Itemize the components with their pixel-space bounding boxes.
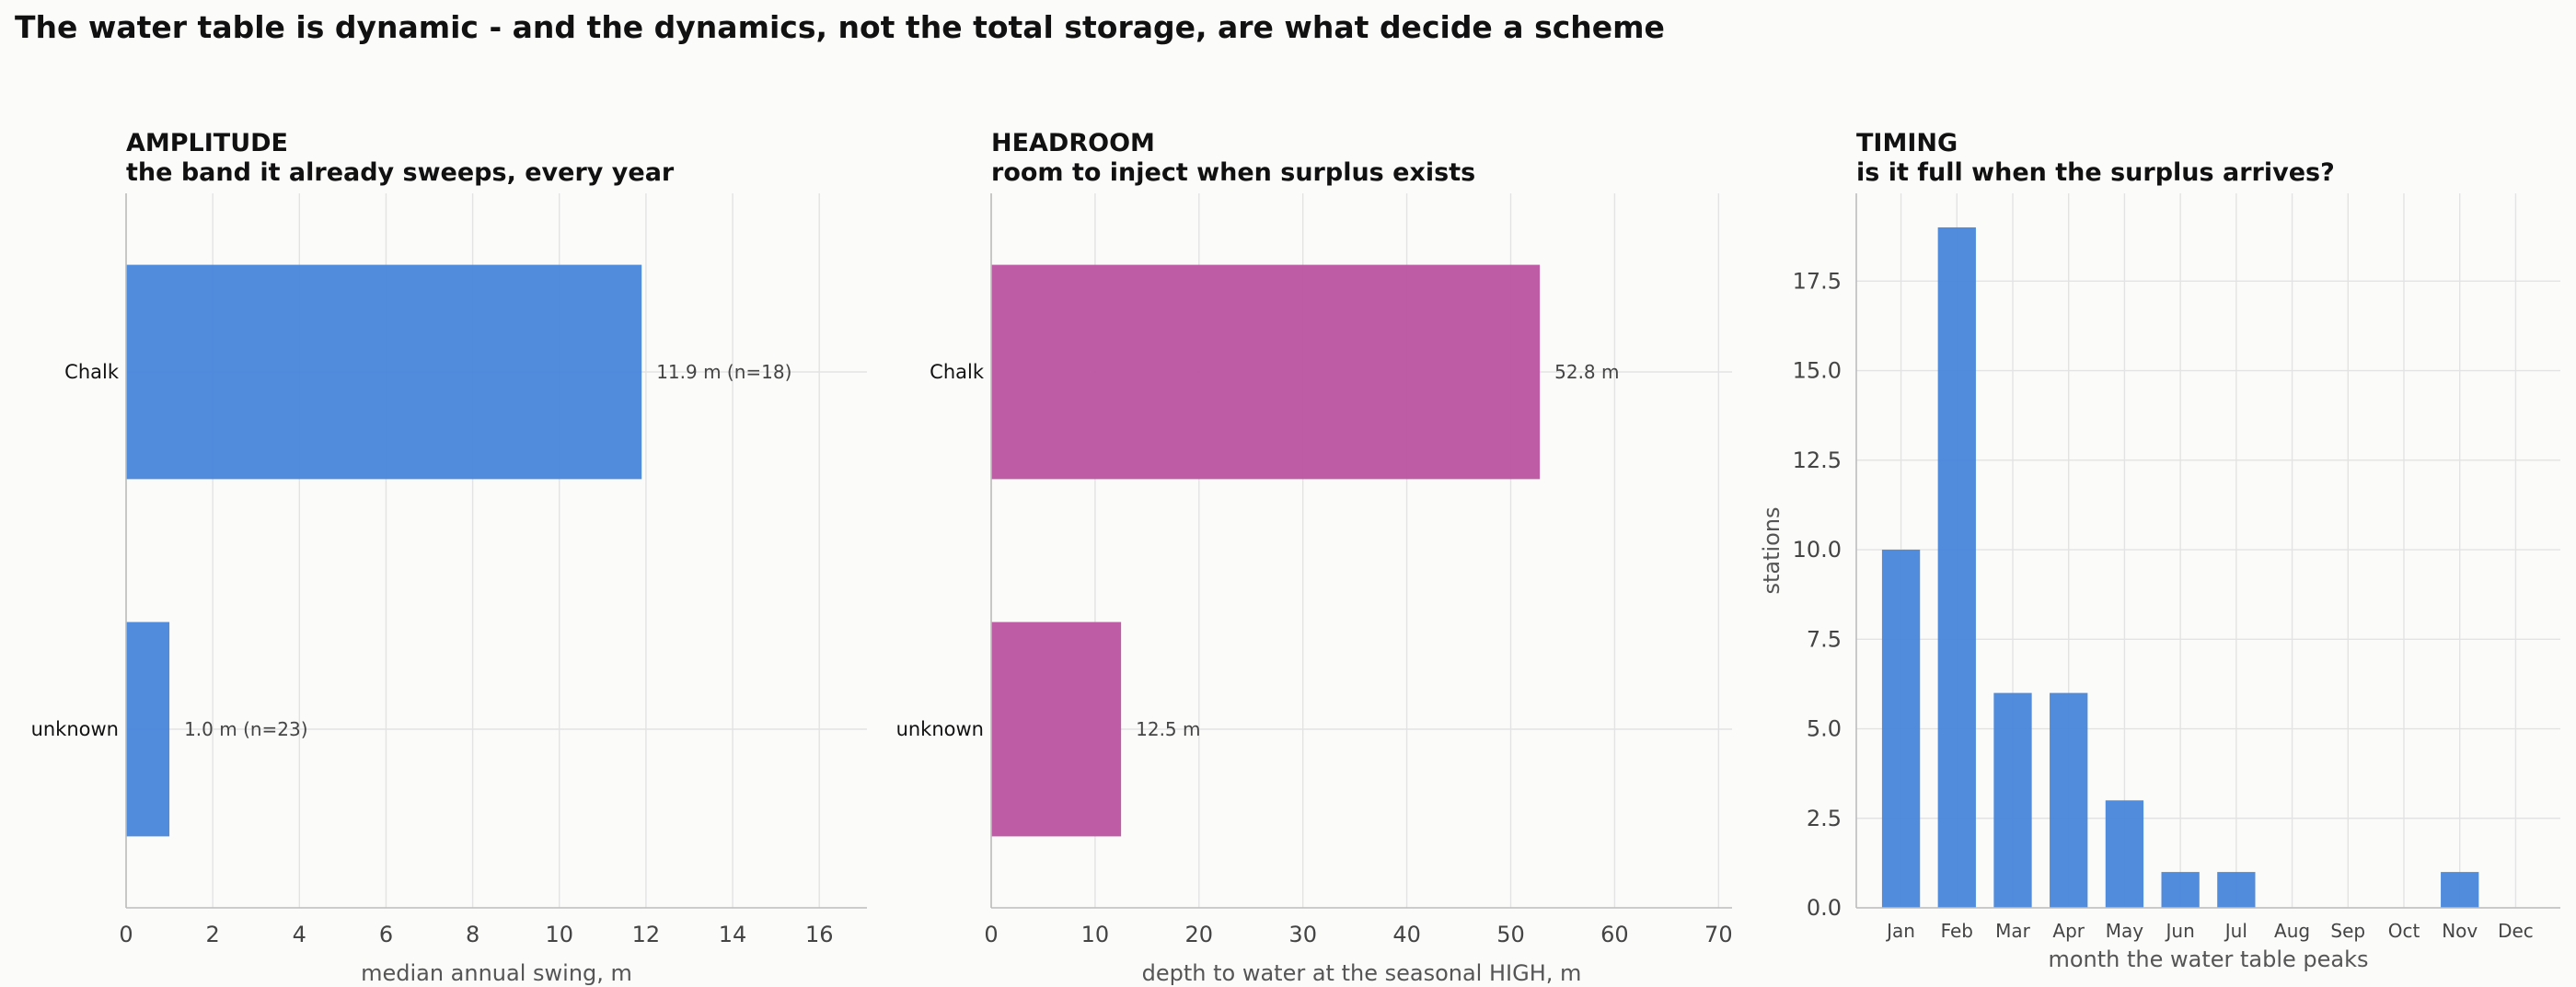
x-tick-label: 2: [206, 922, 220, 947]
x-tick-label: 60: [1600, 922, 1629, 947]
panel-subtitle: is it full when the surplus arrives?: [1856, 158, 2335, 187]
panel-subtitle: room to inject when surplus exists: [991, 158, 1475, 187]
panel-title: HEADROOM: [991, 129, 1155, 157]
data-label: 52.8 m: [1554, 361, 1619, 383]
x-tick-label: 4: [293, 922, 306, 947]
y-tick-label: 17.5: [1793, 268, 1842, 294]
data-label: 12.5 m: [1136, 718, 1200, 740]
category-label: unknown: [31, 718, 119, 740]
x-tick-label: 14: [719, 922, 747, 947]
month-label: Dec: [2498, 920, 2534, 942]
month-label: Sep: [2330, 920, 2365, 942]
y-tick-label: 12.5: [1793, 447, 1842, 473]
x-axis-label: month the water table peaks: [2048, 946, 2368, 972]
bar-unknown: [991, 621, 1122, 837]
bar-apr: [2050, 692, 2088, 908]
bar-chalk: [126, 264, 642, 480]
month-label: Jul: [2224, 920, 2247, 942]
data-label: 1.0 m (n=23): [184, 718, 308, 740]
category-label: Chalk: [930, 361, 985, 383]
bar-unknown: [126, 621, 170, 837]
bar-jan: [1881, 550, 1921, 908]
panel-title: TIMING: [1856, 129, 1958, 157]
x-tick-label: 16: [805, 922, 834, 947]
x-tick-label: 20: [1185, 922, 1214, 947]
figure-title: The water table is dynamic - and the dyn…: [15, 9, 1665, 45]
y-tick-label: 0.0: [1807, 895, 1842, 921]
y-tick-label: 5.0: [1807, 716, 1842, 742]
y-tick-label: 7.5: [1807, 626, 1842, 652]
bar-feb: [1937, 226, 1976, 908]
x-axis-label: depth to water at the seasonal HIGH, m: [1142, 960, 1582, 986]
x-tick-label: 10: [545, 922, 573, 947]
month-label: Jan: [1885, 920, 1915, 942]
panel-title: AMPLITUDE: [126, 129, 288, 157]
bar-nov: [2441, 872, 2479, 908]
x-tick-label: 30: [1288, 922, 1317, 947]
month-label: May: [2106, 920, 2144, 942]
y-axis-label: stations: [1759, 506, 1785, 594]
x-tick-label: 0: [984, 922, 998, 947]
y-tick-label: 2.5: [1807, 806, 1842, 831]
x-tick-label: 0: [119, 922, 133, 947]
data-label: 11.9 m (n=18): [656, 361, 791, 383]
month-label: Oct: [2388, 920, 2420, 942]
category-label: Chalk: [64, 361, 120, 383]
bar-may: [2105, 800, 2144, 908]
month-label: Jun: [2165, 920, 2195, 942]
month-label: Feb: [1941, 920, 1973, 942]
y-tick-label: 10.0: [1793, 537, 1842, 563]
y-tick-label: 15.0: [1793, 358, 1842, 384]
month-label: Mar: [1995, 920, 2031, 942]
bar-jun: [2161, 872, 2200, 908]
bar-chalk: [991, 264, 1541, 480]
panel-subtitle: the band it already sweeps, every year: [126, 158, 675, 187]
month-label: Aug: [2274, 920, 2310, 942]
month-label: Apr: [2052, 920, 2085, 942]
x-tick-label: 70: [1704, 922, 1733, 947]
bar-mar: [1993, 692, 2032, 908]
x-tick-label: 10: [1081, 922, 1110, 947]
x-tick-label: 40: [1392, 922, 1421, 947]
x-tick-label: 12: [632, 922, 661, 947]
x-tick-label: 8: [466, 922, 479, 947]
month-label: Nov: [2442, 920, 2478, 942]
x-tick-label: 50: [1496, 922, 1525, 947]
x-tick-label: 6: [379, 922, 393, 947]
bar-jul: [2217, 872, 2256, 908]
x-axis-label: median annual swing, m: [361, 960, 632, 986]
category-label: unknown: [896, 718, 984, 740]
